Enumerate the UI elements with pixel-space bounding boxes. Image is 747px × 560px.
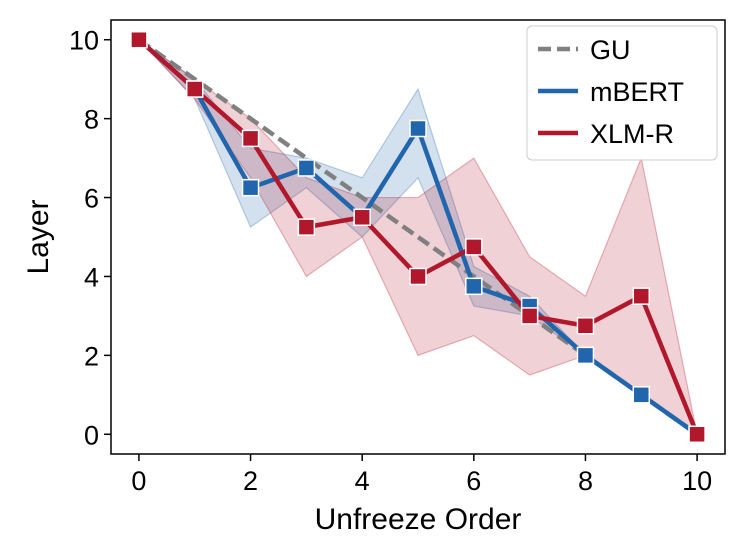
y-tick-label: 6 (84, 184, 99, 214)
point-mbert (409, 119, 427, 138)
x-tick-label: 2 (243, 466, 258, 496)
point-xlmr (632, 287, 651, 305)
legend-label-xlmr: XLM-R (590, 119, 674, 149)
x-tick-label: 6 (466, 466, 481, 496)
point-xlmr (353, 208, 371, 227)
point-xlmr (409, 267, 427, 286)
x-tick-label: 8 (578, 466, 593, 496)
point-xlmr (520, 307, 539, 325)
point-mbert (576, 346, 595, 365)
point-mbert (632, 386, 651, 404)
point-xlmr (241, 129, 260, 148)
point-mbert (241, 178, 260, 197)
y-axis-ticks: 0 2 4 6 8 10 (69, 26, 111, 450)
point-xlmr (576, 317, 595, 335)
x-tick-label: 10 (682, 466, 712, 496)
legend-label-mbert: mBERT (590, 77, 684, 107)
x-tick-label: 0 (131, 466, 146, 496)
y-tick-label: 2 (84, 341, 99, 371)
y-tick-label: 4 (84, 262, 99, 292)
point-xlmr (130, 30, 148, 49)
legend: GU mBERT XLM-R (526, 25, 718, 161)
y-axis-label: Layer (22, 199, 55, 274)
x-tick-label: 4 (355, 466, 370, 496)
plot-frame (110, 19, 726, 455)
point-xlmr (465, 238, 483, 256)
point-mbert (297, 159, 316, 177)
series-markers (130, 30, 706, 444)
point-xlmr (688, 425, 706, 444)
x-axis-ticks: 0 2 4 6 8 10 (131, 454, 712, 496)
x-axis-label: Unfreeze Order (315, 503, 522, 536)
y-tick-label: 10 (69, 26, 99, 56)
y-tick-label: 8 (84, 105, 99, 135)
point-xlmr (297, 218, 316, 236)
y-tick-label: 0 (84, 420, 99, 450)
legend-box (526, 25, 718, 161)
legend-label-gu: GU (590, 35, 631, 65)
point-xlmr (185, 80, 204, 98)
point-mbert (465, 277, 483, 296)
